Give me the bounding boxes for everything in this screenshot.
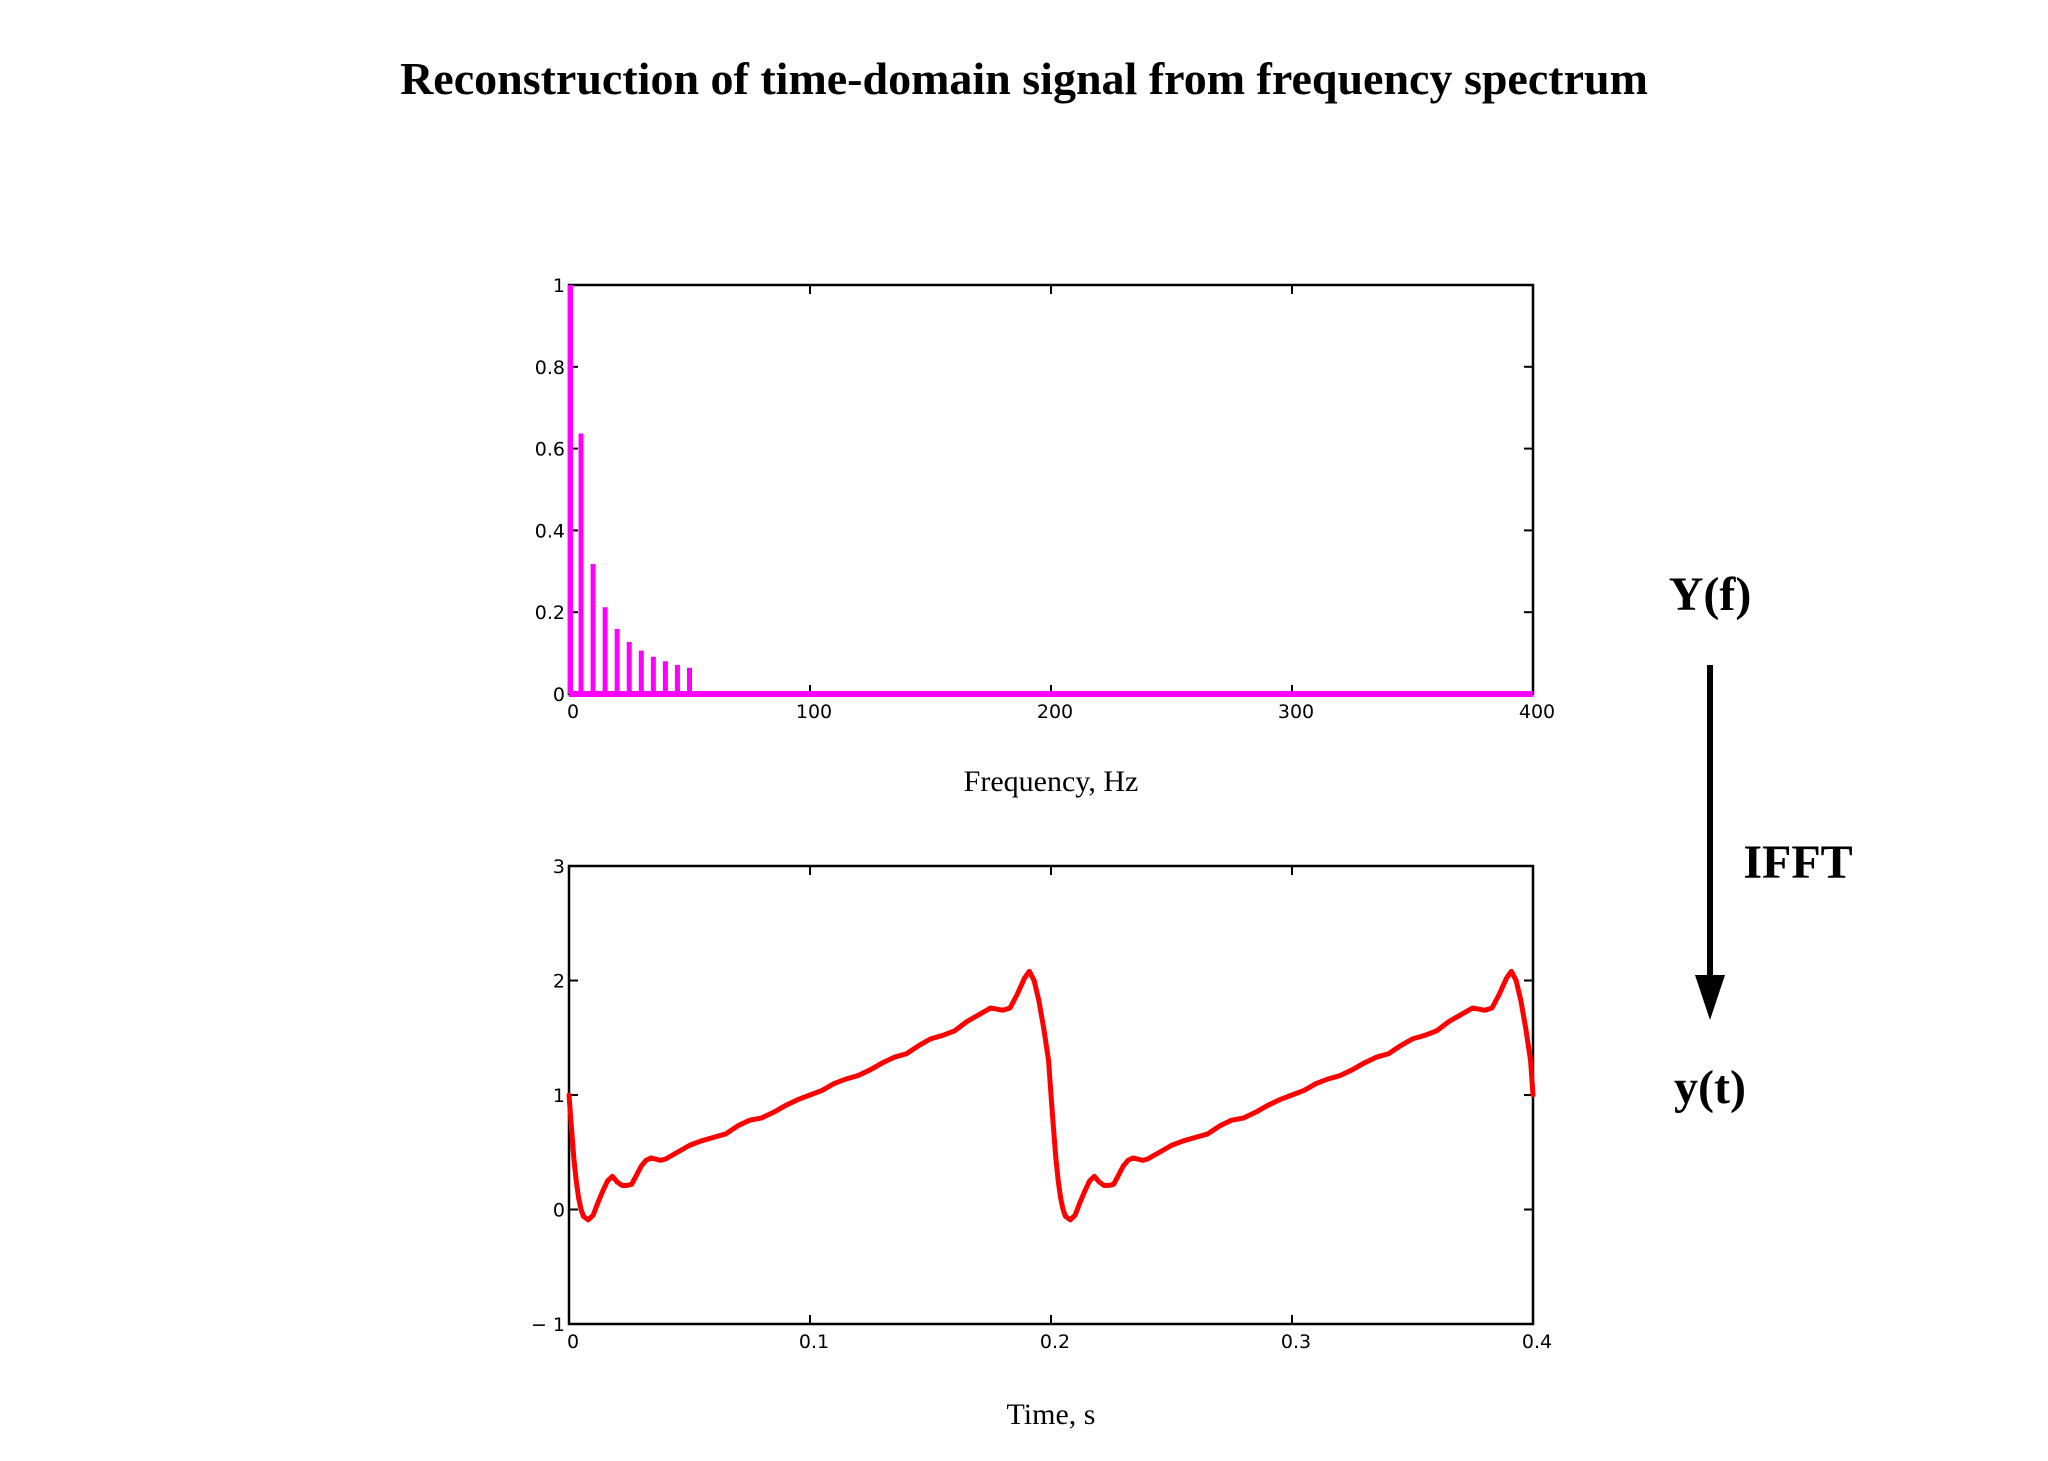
y-tick-label: 0.2	[535, 602, 565, 624]
y-tick-label: 1	[553, 1085, 565, 1107]
x-tick-label: 300	[1278, 701, 1314, 723]
y-tick-label: 3	[553, 856, 565, 878]
transform-annotation: Y(f) IFFT y(t)	[1669, 568, 1853, 1114]
y-tick-label: 0.8	[535, 357, 565, 379]
y-tick-label: 0	[553, 1200, 565, 1222]
x-tick-label: 0.2	[1040, 1331, 1070, 1353]
x-tick-label: 0	[567, 1331, 579, 1353]
x-tick-label: 400	[1519, 701, 1555, 723]
spectrum-chart: 0 100 200 300 400 0 0.2 0.4 0.6 0.8 1 Frequency, Hz	[535, 275, 1555, 798]
y-tick-label: 0.6	[535, 439, 565, 461]
x-tick-label: 100	[796, 701, 832, 723]
x-axis-title: Time, s	[1007, 1398, 1096, 1431]
page-title: Reconstruction of time-domain signal fro…	[400, 53, 1648, 104]
signal-line	[566, 968, 1536, 1223]
spectrum-label: Y(f)	[1669, 568, 1752, 621]
plot-frame	[567, 283, 1535, 696]
x-tick-label: 200	[1037, 701, 1073, 723]
ifft-arrow-head	[1695, 975, 1725, 1020]
x-tick-label: 0.1	[799, 1331, 829, 1353]
y-tick-label: 0	[553, 684, 565, 706]
y-tick-label: 1	[553, 275, 565, 297]
x-tick-label: 0.3	[1281, 1331, 1311, 1353]
y-tick-label: 0.4	[535, 520, 565, 542]
y-tick-label: 2	[553, 971, 565, 993]
x-tick-label: 0	[567, 701, 579, 723]
x-tick-label: 0.4	[1522, 1331, 1552, 1353]
ifft-label: IFFT	[1743, 836, 1852, 889]
signal-label: y(t)	[1674, 1061, 1746, 1114]
y-tick-label: − 1	[531, 1314, 565, 1336]
x-axis-title: Frequency, Hz	[964, 765, 1139, 798]
